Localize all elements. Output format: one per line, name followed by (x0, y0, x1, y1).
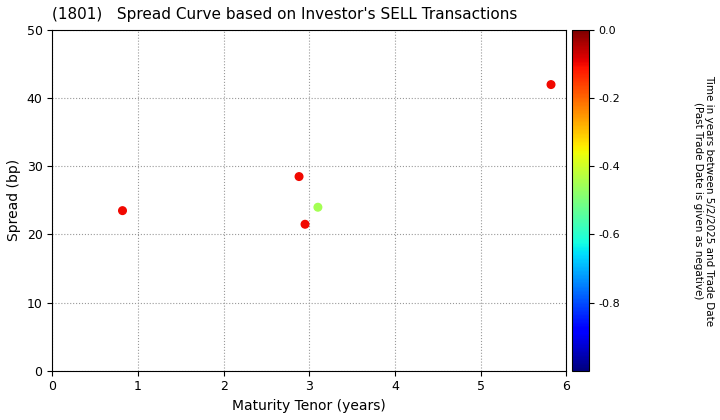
Y-axis label: Spread (bp): Spread (bp) (7, 159, 21, 242)
Point (300, 221, 311, 228)
Point (545, 81, 557, 88)
Text: (1801)   Spread Curve based on Investor's SELL Transactions: (1801) Spread Curve based on Investor's … (53, 7, 518, 22)
Point (117, 207, 128, 214)
Y-axis label: Time in years between 5/2/2025 and Trade Date
(Past Trade Date is given as negat: Time in years between 5/2/2025 and Trade… (693, 75, 714, 326)
Point (293, 173, 305, 180)
X-axis label: Maturity Tenor (years): Maturity Tenor (years) (233, 399, 386, 413)
Point (312, 204, 324, 210)
